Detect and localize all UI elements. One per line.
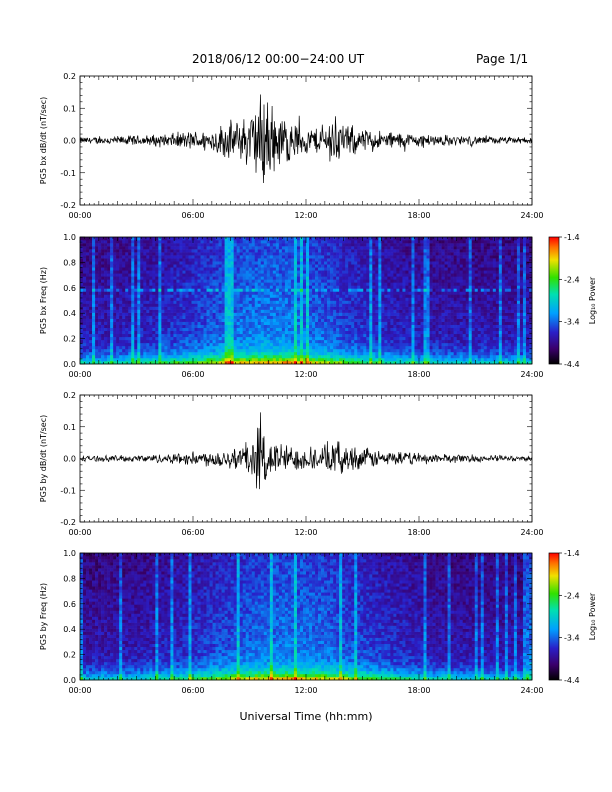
panel-1: 00:00 06:00 12:00 18:00 24:00 -0.2 -0.1 0.0 0.1 0… [39, 72, 544, 220]
x-tick-label: 18:00 [407, 528, 430, 537]
y-tick-label: 1.0 [63, 233, 76, 242]
x-tick-label: 18:00 [407, 686, 430, 695]
y-tick-label: 0.0 [63, 360, 76, 369]
colorbar-tick-label: -1.4 [564, 233, 580, 242]
x-tick-label: 24:00 [520, 528, 543, 537]
x-tick-label: 00:00 [68, 211, 91, 220]
x-tick-label: 06:00 [181, 686, 204, 695]
y-tick-label: 0.0 [63, 137, 76, 146]
y-tick-label: 0.1 [63, 423, 76, 432]
spectrogram [80, 237, 533, 365]
x-tick-label: 12:00 [294, 686, 317, 695]
y-axis-label: PG5 bx Freq (Hz) [39, 267, 48, 334]
colorbar-tick-label: -4.4 [564, 676, 580, 685]
x-tick-label: 06:00 [181, 528, 204, 537]
panel-4: -1.4 -2.4 -3.4 -4.4 Log₁₀ Power 00:00 06:00 12:… [39, 549, 597, 695]
colorbar [548, 552, 560, 681]
x-tick-label: 18:00 [407, 211, 430, 220]
panel-3: 00:00 06:00 12:00 18:00 24:00 -0.2 -0.1 0.0 0.1 0… [39, 391, 544, 537]
x-tick-label: 24:00 [520, 686, 543, 695]
y-tick-label: 0.2 [63, 651, 76, 660]
x-tick-label: 12:00 [294, 528, 317, 537]
page-number: Page 1/1 [476, 52, 529, 66]
y-tick-label: 0.2 [63, 391, 76, 400]
page-title: 2018/06/12 00:00−24:00 UT [192, 52, 365, 66]
x-axis-title: Universal Time (hh:mm) [239, 710, 373, 723]
colorbar-label: Log₁₀ Power [588, 592, 597, 640]
y-tick-label: 0.6 [63, 600, 76, 609]
x-tick-label: 12:00 [294, 370, 317, 379]
y-tick-label: 0.4 [63, 309, 76, 318]
y-tick-label: 0.8 [63, 574, 76, 583]
y-tick-label: -0.1 [60, 169, 76, 178]
x-tick-label: 00:00 [68, 528, 91, 537]
colorbar-tick-label: -3.4 [564, 634, 580, 643]
y-tick-label: 0.2 [63, 335, 76, 344]
y-tick-label: 0.8 [63, 258, 76, 267]
colorbar-tick-label: -4.4 [564, 360, 580, 369]
y-tick-label: 0.4 [63, 625, 76, 634]
y-tick-label: 1.0 [63, 549, 76, 558]
y-tick-label: 0.2 [63, 72, 76, 81]
colorbar-tick-label: -3.4 [564, 318, 580, 327]
series-line [79, 412, 533, 490]
y-axis-label: PG5 bx dB/dt (nT/sec) [39, 97, 48, 184]
x-tick-label: 18:00 [407, 370, 430, 379]
x-tick-label: 06:00 [181, 211, 204, 220]
y-tick-label: -0.2 [60, 201, 76, 210]
x-tick-label: 24:00 [520, 211, 543, 220]
spectrogram [80, 553, 533, 681]
x-tick-label: 12:00 [294, 211, 317, 220]
y-tick-label: -0.1 [60, 486, 76, 495]
x-tick-label: 00:00 [68, 686, 91, 695]
colorbar-tick-label: -2.4 [564, 275, 580, 284]
colorbar-tick-label: -1.4 [564, 549, 580, 558]
colorbar-tick-label: -2.4 [564, 591, 580, 600]
y-axis-label: PG5 by Freq (Hz) [39, 583, 48, 650]
x-tick-label: 24:00 [520, 370, 543, 379]
y-tick-label: 0.6 [63, 284, 76, 293]
panel-2: -1.4 -2.4 -3.4 -4.4 Log₁₀ Power 00:00 06:00 12:… [39, 233, 597, 379]
colorbar [548, 236, 560, 365]
x-tick-label: 00:00 [68, 370, 91, 379]
x-tick-label: 06:00 [181, 370, 204, 379]
y-axis-label: PG5 by dB/dt (nT/sec) [39, 415, 48, 502]
y-tick-label: -0.2 [60, 518, 76, 527]
y-tick-label: 0.0 [63, 676, 76, 685]
colorbar-label: Log₁₀ Power [588, 276, 597, 324]
series-line [79, 94, 533, 184]
y-tick-label: 0.0 [63, 455, 76, 464]
y-tick-label: 0.1 [63, 104, 76, 113]
